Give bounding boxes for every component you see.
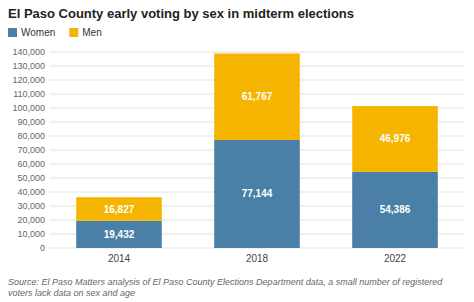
bar (352, 172, 438, 248)
x-tick-label: 2018 (246, 253, 269, 264)
y-tick-label: 20,000 (17, 215, 45, 225)
x-tick-label: 2022 (384, 253, 407, 264)
data-label: 16,827 (104, 204, 135, 215)
data-label: 77,144 (242, 188, 273, 199)
title: El Paso County early voting by sex in mi… (8, 6, 354, 21)
y-tick-label: 90,000 (17, 117, 45, 127)
bars (76, 54, 438, 248)
y-tick-label: 80,000 (17, 131, 45, 141)
bar (76, 221, 162, 248)
y-tick-label: 110,000 (13, 89, 45, 99)
y-tick-label: 100,000 (12, 103, 45, 113)
bar (352, 106, 438, 172)
x-tick-label: 2014 (108, 253, 131, 264)
data-label: 19,432 (104, 229, 135, 240)
legend: Women Men (8, 27, 102, 38)
legend-label: Women (21, 27, 55, 38)
data-label: 46,976 (380, 133, 411, 144)
y-tick-label: 30,000 (17, 201, 45, 211)
y-tick-label: 130,000 (12, 61, 45, 71)
y-tick-label: 140,000 (12, 47, 45, 57)
grid (50, 52, 464, 248)
legend-swatch (69, 28, 78, 37)
legend-swatch (8, 28, 17, 37)
bar (214, 54, 300, 140)
source-note: Source: El Paso Matters analysis of El P… (8, 277, 443, 298)
y-tick-label: 40,000 (17, 187, 45, 197)
bar (214, 140, 300, 248)
y-tick-label: 120,000 (12, 75, 45, 85)
data-label: 54,386 (380, 204, 411, 215)
data-labels: 19,432 77,144 54,386 16,827 61,767 46,976 (104, 91, 411, 240)
y-tick-label: 60,000 (17, 159, 45, 169)
chart: El Paso County early voting by sex in mi… (0, 0, 474, 302)
y-tick-label: 0 (40, 243, 45, 253)
bar (76, 197, 162, 221)
data-label: 61,767 (242, 91, 273, 102)
grid-line (50, 52, 464, 53)
y-tick-label: 50,000 (17, 173, 45, 183)
y-tick-label: 10,000 (17, 229, 45, 239)
y-tick-label: 70,000 (17, 145, 45, 155)
legend-label: Men (82, 27, 101, 38)
